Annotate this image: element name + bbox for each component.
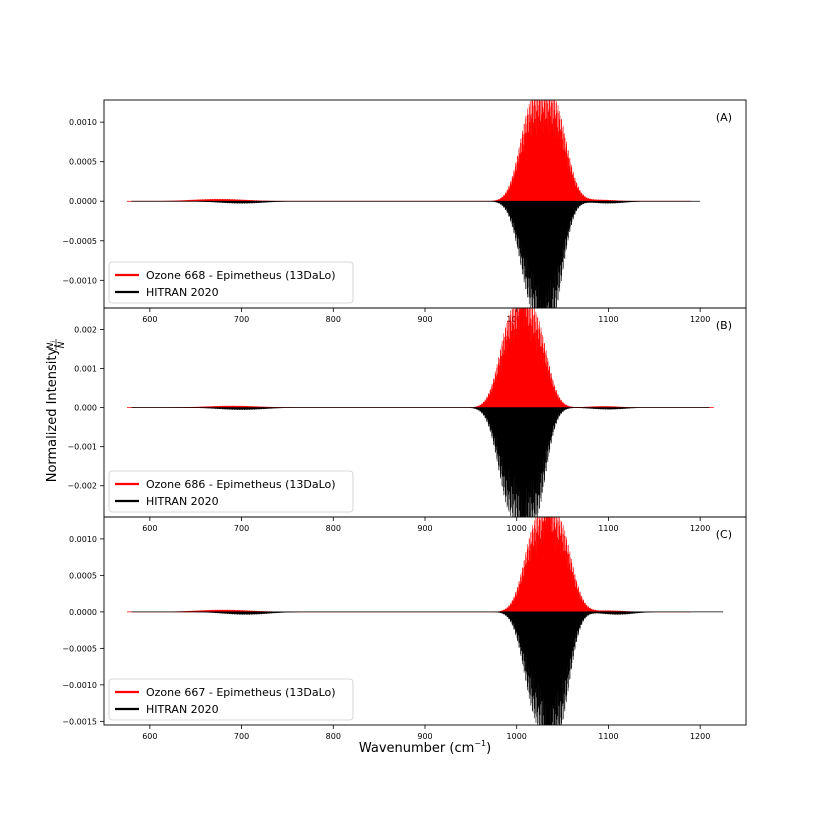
x-tick-label: 1200 [690, 315, 710, 324]
panel-1-plot-area [126, 100, 701, 308]
y-axis-fraction-numerator-sub: i [50, 340, 57, 342]
panel-label: (A) [716, 111, 732, 124]
x-tick-label: 600 [142, 315, 157, 324]
legend-box [108, 470, 354, 513]
y-axis-fraction-numerator: Ni [46, 340, 57, 349]
series-lines [163, 201, 665, 308]
series-model-1 [126, 100, 691, 202]
panel-label: (B) [716, 319, 732, 332]
legend-entry: Ozone 668 - Epimetheus (13DaLo) [146, 269, 336, 282]
y-tick-label: 0.0000 [69, 608, 97, 617]
x-tick-label: 700 [234, 524, 249, 533]
x-tick-label: 900 [417, 315, 432, 324]
x-tick-label: 700 [234, 315, 249, 324]
x-tick-label: 600 [142, 524, 157, 533]
y-tick-label: 0.0000 [69, 197, 97, 206]
x-axis-label-text: Wavenumber (cm [359, 741, 474, 756]
y-tick-label: −0.002 [67, 482, 97, 491]
x-tick-label: 600 [142, 732, 157, 741]
panel-3: 0.0010 0.0005 0.0000 −0.0005 −0.0010 −0.0015 6… [62, 516, 747, 741]
x-axis-label: Wavenumber (cm−1) [359, 739, 491, 756]
x-tick-label: 1100 [598, 524, 618, 533]
x-tick-label: 1100 [598, 732, 618, 741]
y-tick-label: 0.002 [74, 325, 97, 334]
legend-box [108, 678, 354, 721]
y-tick-label: 0.001 [74, 365, 97, 374]
legend-entry: HITRAN 2020 [146, 286, 219, 299]
legend-3: Ozone 667 - Epimetheus (13DaLo) HITRAN 20… [108, 678, 354, 721]
panel-2: 0.002 0.001 0.000 −0.001 −0.002 600 700 800 900 1… [67, 307, 747, 533]
panels-group: 0.0010 0.0005 0.0000 −0.0005 −0.0010 600 700 80… [62, 99, 747, 741]
panel-label: (C) [716, 528, 732, 541]
legend-1: Ozone 668 - Epimetheus (13DaLo) HITRAN 20… [108, 261, 354, 304]
x-tick-label: 1100 [598, 315, 618, 324]
x-tick-label: 800 [326, 524, 341, 533]
y-tick-label: 0.000 [74, 404, 97, 413]
x-tick-label: 900 [417, 524, 432, 533]
series-hitran-2 [131, 407, 710, 517]
y-tick-label: 0.0010 [69, 535, 97, 544]
y-axis-label: Normalized Intensity, [45, 344, 60, 483]
y-tick-label: −0.0010 [62, 276, 97, 285]
x-tick-label: 1200 [690, 732, 710, 741]
panel-2-plot-area [126, 308, 714, 517]
x-tick-label: 800 [326, 315, 341, 324]
series-lines [167, 611, 674, 725]
x-tick-label: 1000 [507, 524, 527, 533]
y-axis-fraction-denominator: N [57, 341, 67, 348]
y-tick-label: 0.0005 [69, 571, 97, 580]
x-axis-label-superscript: −1 [474, 739, 486, 748]
legend-entry: HITRAN 2020 [146, 495, 219, 508]
x-tick-label: 1200 [690, 524, 710, 533]
legend-entry: Ozone 686 - Epimetheus (13DaLo) [146, 478, 336, 491]
panel-1: 0.0010 0.0005 0.0000 −0.0005 −0.0010 600 700 80… [62, 99, 747, 324]
y-axis-fraction-numerator-text: N [46, 342, 56, 349]
y-tick-label: −0.0005 [62, 644, 97, 653]
y-tick-label: 0.0005 [69, 158, 97, 167]
y-axis-fraction: Ni N [46, 339, 67, 350]
y-axis-label-text: Normalized Intensity, [45, 344, 60, 483]
series-lines [126, 100, 654, 202]
series-lines [164, 407, 663, 517]
x-tick-label: 900 [417, 732, 432, 741]
x-tick-label: 700 [234, 732, 249, 741]
y-tick-label: −0.001 [67, 443, 97, 452]
legend-entry: HITRAN 2020 [146, 703, 219, 716]
series-hitran-3 [131, 611, 724, 725]
x-tick-label: 1000 [507, 732, 527, 741]
y-tick-label: −0.0005 [62, 237, 97, 246]
y-tick-label: 0.0010 [69, 118, 97, 127]
series-hitran-1 [131, 200, 701, 308]
legend-box [108, 261, 354, 304]
panel-3-plot-area [126, 517, 724, 725]
y-tick-label: −0.0015 [62, 717, 97, 726]
y-tick-label: −0.0010 [62, 681, 97, 690]
legend-2: Ozone 686 - Epimetheus (13DaLo) HITRAN 20… [108, 470, 354, 513]
legend-entry: Ozone 667 - Epimetheus (13DaLo) [146, 686, 336, 699]
x-axis-label-close: ) [486, 741, 491, 756]
x-tick-label: 800 [326, 732, 341, 741]
